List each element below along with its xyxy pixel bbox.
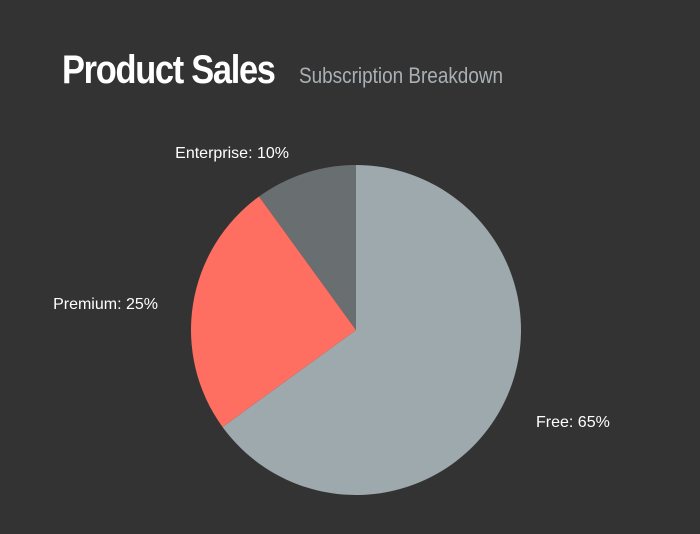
pie-slice-premium [191,196,356,427]
slice-label-free: Free: 65% [536,414,610,431]
slice-label-premium: Premium: 25% [53,296,158,313]
pie-slice-enterprise [259,165,356,330]
pie-slice-free [222,165,522,495]
chart-title: Product Sales [62,48,276,92]
chart-subtitle: Subscription Breakdown [299,63,504,88]
slice-label-enterprise: Enterprise: 10% [175,145,289,162]
pie-slices [191,165,522,495]
pie-labels: Free: 65% Premium: 25% Enterprise: 10% [53,145,610,431]
chart-header: Product Sales Subscription Breakdown [62,48,537,93]
